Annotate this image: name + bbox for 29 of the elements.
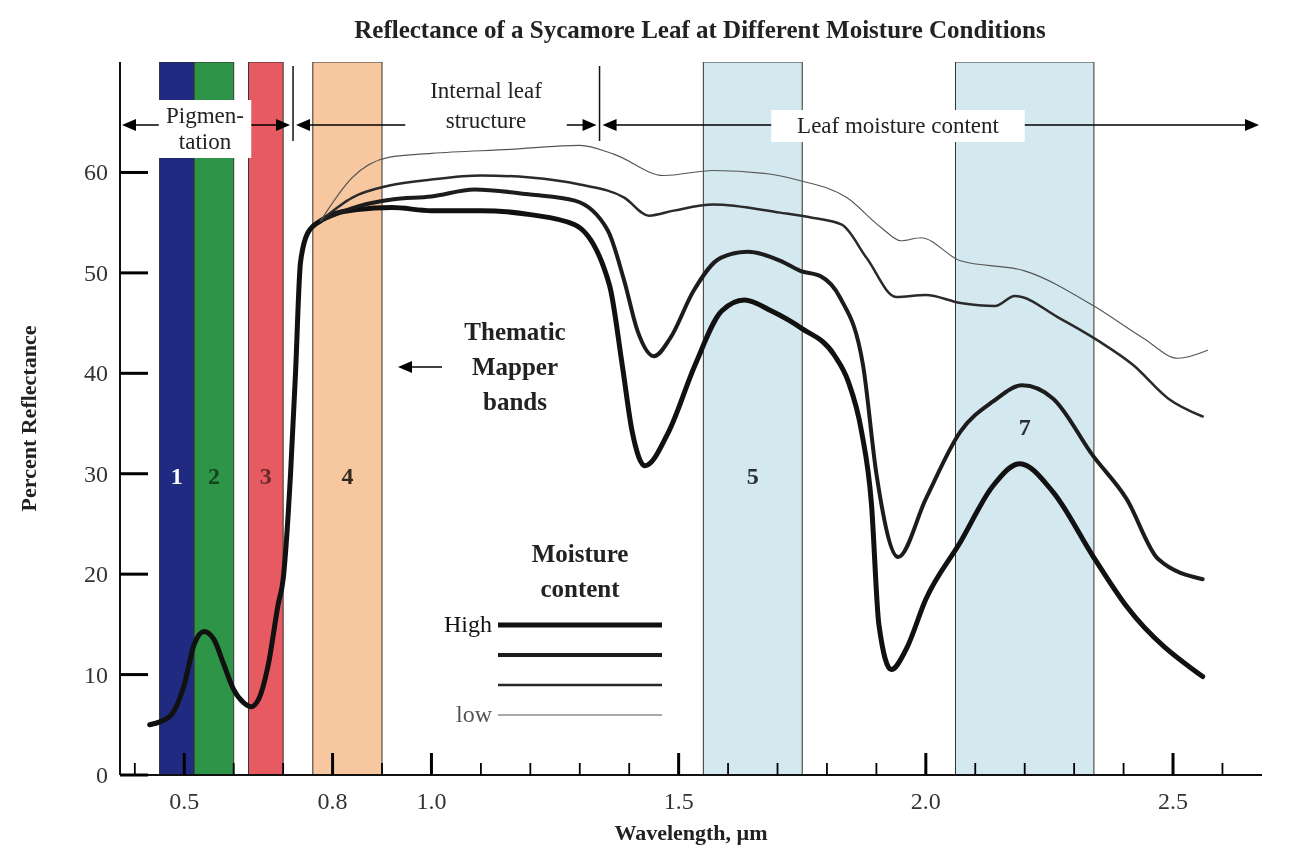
x-tick-label: 1.0 bbox=[416, 788, 447, 814]
band-label: 5 bbox=[746, 462, 759, 489]
x-tick-label: 0.8 bbox=[317, 788, 348, 814]
annotation: Leaf moisture content bbox=[797, 113, 1000, 138]
y-tick-label: 10 bbox=[84, 661, 108, 688]
y-tick-label: 20 bbox=[84, 561, 108, 588]
annotation: Internal leaf structure bbox=[430, 78, 543, 133]
text: High bbox=[444, 611, 492, 637]
x-tick-label: 0.5 bbox=[169, 788, 200, 814]
band-label: 4 bbox=[341, 462, 354, 489]
y-tick-label: 30 bbox=[84, 460, 108, 487]
annotation: Thematic Mapper bands bbox=[464, 318, 566, 415]
y-axis-title: Percent Reflectance bbox=[15, 325, 41, 512]
x-tick-label: 2.0 bbox=[910, 788, 941, 814]
y-tick-label: 50 bbox=[84, 259, 108, 286]
chart-title: Reflectance of a Sycamore Leaf at Different Moisture Conditions bbox=[354, 16, 1047, 43]
x-tick-label: 1.5 bbox=[663, 788, 694, 814]
legend-title: Moisture content bbox=[531, 540, 629, 602]
y-tick-label: 0 bbox=[96, 762, 108, 788]
y-tick-label: 40 bbox=[84, 360, 108, 387]
x-tick-label: 2.5 bbox=[1158, 788, 1189, 814]
annotation: Pigmen- tation bbox=[166, 103, 244, 154]
band-label: 2 bbox=[207, 462, 220, 489]
x-axis-title: Wavelength, µm bbox=[614, 820, 768, 845]
band-label: 3 bbox=[259, 462, 272, 489]
y-tick-label: 60 bbox=[84, 159, 108, 186]
text: low bbox=[456, 701, 493, 727]
band-label: 7 bbox=[1018, 414, 1031, 441]
band-label: 1 bbox=[170, 462, 183, 489]
